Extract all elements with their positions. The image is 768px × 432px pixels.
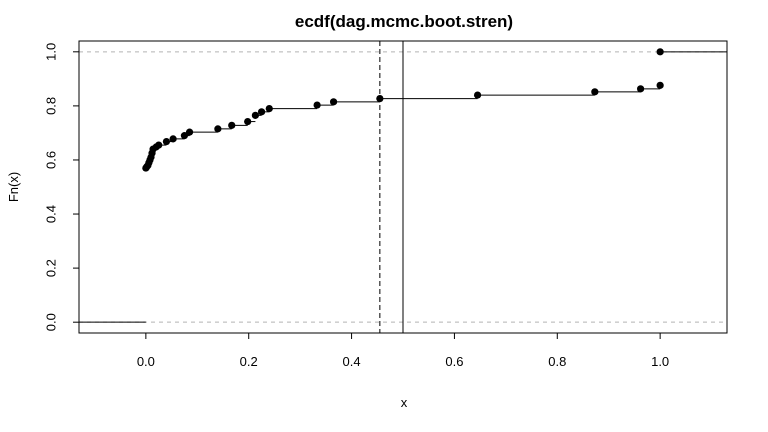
data-point (244, 117, 252, 126)
data-point (656, 81, 664, 89)
data-point (185, 128, 194, 136)
data-point (313, 101, 321, 109)
data-point (180, 132, 189, 140)
x-tick-label: 0.4 (343, 354, 361, 369)
vertical-lines (379, 41, 404, 333)
y-tick-label: 0.4 (43, 205, 58, 223)
x-axis: 0.0 0.2 0.4 0.6 0.8 1.0 (137, 332, 669, 369)
x-tick-label: 0.2 (240, 354, 258, 369)
y-tick-label: 1.0 (43, 43, 58, 61)
data-point (214, 125, 222, 133)
x-tick-label: 0.8 (548, 354, 566, 369)
ecdf-points (142, 48, 664, 172)
y-axis-label: Fn(x) (6, 172, 21, 202)
data-point (228, 121, 236, 129)
x-tick-label: 1.0 (651, 354, 669, 369)
y-tick-label: 0.0 (43, 313, 58, 331)
y-tick-label: 0.8 (43, 97, 58, 115)
y-tick-label: 0.6 (43, 151, 58, 169)
x-tick-label: 0.6 (445, 354, 463, 369)
data-point (656, 48, 664, 56)
x-axis-label: x (401, 395, 408, 410)
y-tick-label: 0.2 (43, 259, 58, 277)
y-axis: 0.0 0.2 0.4 0.6 0.8 1.0 (43, 43, 80, 331)
x-tick-label: 0.0 (137, 354, 155, 369)
data-point (591, 88, 599, 96)
data-point (257, 108, 266, 116)
data-point (637, 85, 645, 93)
data-point (251, 111, 259, 119)
data-point (265, 104, 273, 113)
data-point (169, 135, 177, 143)
data-point (329, 98, 338, 106)
data-point (155, 141, 163, 149)
data-point (376, 94, 384, 103)
chart-title: ecdf(dag.mcmc.boot.stren) (295, 12, 513, 31)
data-point (162, 137, 171, 146)
data-point (473, 91, 482, 99)
